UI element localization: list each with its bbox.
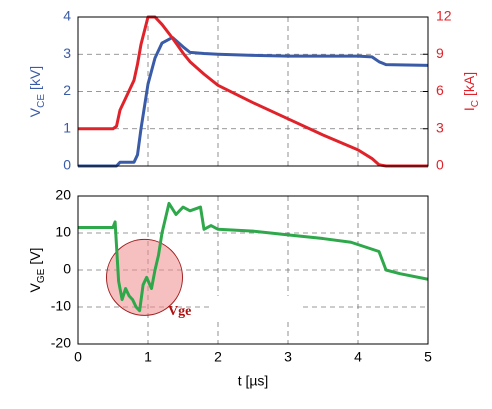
x-axis-label: t [µs]	[238, 373, 269, 389]
x-tick-label: 5	[424, 349, 432, 365]
axis-label-main: I	[461, 107, 477, 111]
axis-label: VCE [kV]	[27, 66, 47, 117]
plot-frame	[77, 16, 429, 167]
axis-label-unit: [V]	[27, 248, 43, 265]
y-tick-label: 1	[63, 119, 71, 135]
x-tick-label: 0	[74, 349, 82, 365]
y-tick-label: -10	[51, 298, 71, 314]
y-tick-label: 10	[55, 224, 71, 240]
x-tick-label: 4	[354, 349, 362, 365]
y2-tick-label: 12	[436, 8, 452, 24]
y-tick-label: 4	[63, 8, 71, 24]
y-tick-label: 0	[63, 261, 71, 277]
axis-label-unit: [kV]	[27, 66, 43, 90]
y-tick-label: 3	[63, 45, 71, 61]
series-line	[78, 35, 429, 168]
annotation-text: Vge	[168, 304, 191, 319]
y-tick-label: 20	[55, 187, 71, 203]
axis-label-main: V	[27, 282, 43, 292]
axis-label-sub: C	[470, 100, 481, 107]
y2-tick-label: 3	[436, 119, 444, 135]
annotation-mask	[210, 296, 300, 320]
x-tick-label: 2	[214, 349, 222, 365]
axis-label-main: V	[27, 107, 43, 117]
series-line	[78, 201, 429, 313]
axis-label-sub: CE	[36, 94, 47, 108]
y-tick-label: 2	[63, 82, 71, 98]
series-line	[78, 15, 428, 168]
y-tick-label: 0	[63, 157, 71, 173]
y2-tick-label: 6	[436, 82, 444, 98]
annotation-circle	[106, 238, 183, 316]
axis-label: VGE [V]	[27, 248, 47, 293]
y2-tick-label: 9	[436, 45, 444, 61]
x-tick-label: 1	[144, 349, 152, 365]
axis-label: IC [kA]	[461, 72, 481, 111]
x-tick-label: 3	[284, 349, 292, 365]
axis-label-sub: GE	[36, 268, 47, 283]
y2-tick-label: 0	[436, 157, 444, 173]
plot-frame	[77, 195, 429, 345]
axis-label-unit: [kA]	[461, 72, 477, 96]
y-tick-label: -20	[51, 335, 71, 351]
